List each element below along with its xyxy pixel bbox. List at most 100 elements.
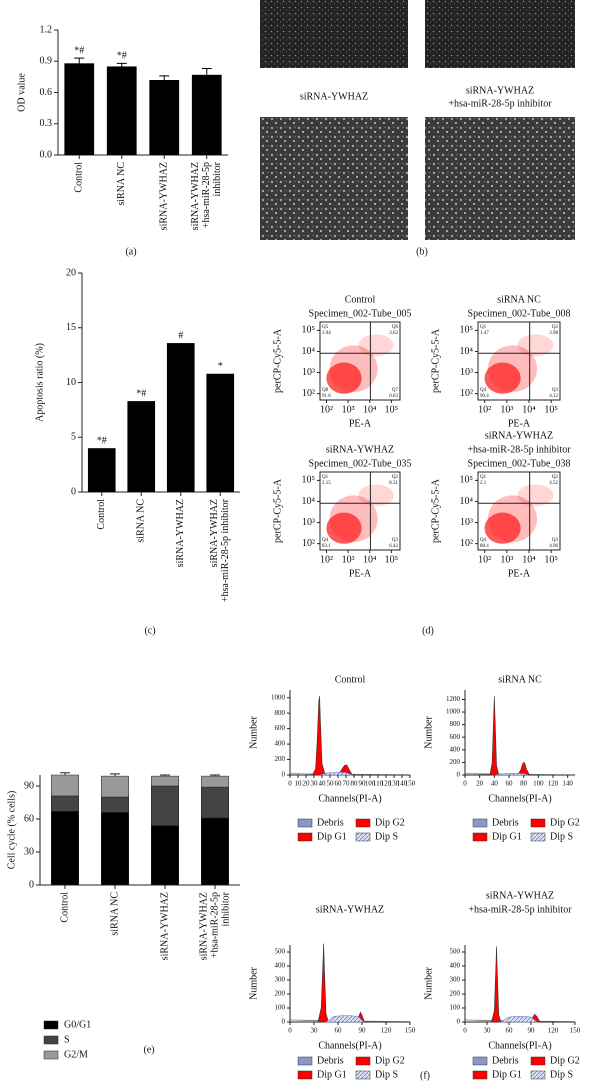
quadrant-name: Q1 <box>480 325 487 330</box>
x-tick-label: +hsa-miR-28-5p inhibitor <box>220 498 231 602</box>
bar-segment <box>101 796 129 813</box>
legend-swatch <box>355 1070 371 1080</box>
quadrant-name: Q4 <box>480 538 487 543</box>
legend-swatch <box>355 818 371 828</box>
micrograph <box>425 117 575 240</box>
bar <box>206 373 235 492</box>
legend-swatch <box>43 1020 59 1030</box>
legend-label: Dip G1 <box>317 1069 347 1080</box>
y-tick-label: 0 <box>282 1018 286 1026</box>
y-tick-label: 10² <box>302 538 315 549</box>
histogram-area <box>495 773 529 776</box>
plot-title: siRNA-YWHAZ <box>316 904 384 915</box>
x-tick-label: 150 <box>405 780 416 788</box>
x-tick-label: 150 <box>405 1027 416 1035</box>
y-tick-label: 0 <box>457 1018 461 1026</box>
quadrant-percent: 2.1 <box>480 481 487 486</box>
legend-label: Debris <box>317 817 344 828</box>
event-cloud <box>326 362 362 394</box>
x-tick-label: siRNA-YWHAZ <box>175 499 186 567</box>
legend-label: Dip G2 <box>550 1055 580 1066</box>
y-tick-label: 0 <box>282 771 286 779</box>
y-axis-title: Number <box>248 966 259 999</box>
x-tick-label: 10³ <box>500 554 513 565</box>
x-tick-label: siRNA NC <box>136 499 147 543</box>
legend-label: Dip G1 <box>317 831 347 842</box>
bar-segment <box>201 817 229 886</box>
event-cloud <box>358 334 394 357</box>
bar-segment <box>151 785 179 826</box>
x-tick-label: 40 <box>491 780 499 788</box>
y-tick-label: 0.3 <box>40 118 53 129</box>
x-tick-label: 60 <box>335 1027 343 1035</box>
y-tick-label: 500 <box>450 948 461 956</box>
x-tick-label: +hsa-miR-28-5p <box>201 162 212 228</box>
x-tick-label: 0 <box>288 1027 292 1035</box>
x-tick-label: 10² <box>478 404 491 415</box>
plot-title: siRNA-YWHAZ <box>326 444 394 455</box>
bar-segment <box>151 775 179 787</box>
quadrant-name: Q1 <box>480 475 487 480</box>
y-tick-label: 100 <box>275 1004 286 1012</box>
y-tick-label: 20 <box>66 267 76 278</box>
histogram-area <box>320 771 353 776</box>
legend-swatch <box>355 1056 371 1066</box>
quadrant-percent: 4.52 <box>549 481 558 486</box>
y-axis-title: Apoptosis ratio (%) <box>34 343 45 422</box>
histogram-area <box>489 696 500 776</box>
x-tick-label: 60 <box>506 780 514 788</box>
bar-segment <box>151 825 179 886</box>
bar <box>191 74 222 155</box>
panel-label: (d) <box>422 625 434 636</box>
quadrant-percent: 4.96 <box>549 544 558 549</box>
x-tick-label: 40 <box>319 780 327 788</box>
histogram-area <box>325 1015 365 1023</box>
legend-label: Dip G1 <box>492 831 522 842</box>
y-tick-label: 400 <box>450 745 461 753</box>
legend-label: Dip S <box>550 831 573 842</box>
x-tick-label: Control <box>59 892 70 923</box>
x-tick-label: 10⁵ <box>385 404 399 415</box>
x-tick-label: siRNA NC <box>109 892 120 936</box>
x-tick-label: 120 <box>381 1027 392 1035</box>
legend-swatch <box>297 832 313 842</box>
quadrant-name: Q4 <box>322 538 329 543</box>
significance-label: *# <box>74 45 84 56</box>
event-cloud <box>329 495 378 543</box>
x-tick-label: siRNA-YWHAZ <box>198 892 209 960</box>
event-cloud <box>326 512 362 544</box>
legend-label: Dip S <box>375 831 398 842</box>
quadrant-name: Q3 <box>552 388 559 393</box>
bar <box>149 80 180 155</box>
x-tick-label: 30 <box>484 1027 492 1035</box>
x-tick-label: 150 <box>570 1027 581 1035</box>
x-tick-label: siRNA NC <box>116 162 127 206</box>
x-tick-label: 10 <box>295 780 303 788</box>
x-tick-label: 0 <box>463 1027 467 1035</box>
image-caption: siRNA-YWHAZ <box>466 85 534 96</box>
plot-title: siRNA-YWHAZ <box>486 890 554 901</box>
x-tick-label: 80 <box>520 780 528 788</box>
micrograph <box>425 0 575 68</box>
quadrant-percent: 83.1 <box>322 544 331 549</box>
x-axis-title: Channels(PI-A) <box>318 793 381 804</box>
legend-swatch <box>530 832 546 842</box>
x-tick-label: 90 <box>359 780 367 788</box>
x-axis-title: PE-A <box>349 418 372 429</box>
legend-swatch <box>355 832 371 842</box>
quadrant-percent: 88.4 <box>480 544 489 549</box>
x-tick-label: 100 <box>365 780 376 788</box>
x-tick-label: 10⁵ <box>544 554 558 565</box>
quadrant-percent: 1.47 <box>480 331 489 336</box>
x-tick-label: siRNA-YWHAZ <box>209 499 220 567</box>
y-tick-label: 15 <box>66 322 76 333</box>
y-tick-label: 10² <box>302 388 315 399</box>
legend-label: Dip G2 <box>375 817 405 828</box>
quadrant-name: Q5 <box>322 325 329 330</box>
y-tick-label: 1200 <box>446 695 461 703</box>
y-tick-label: 200 <box>275 990 286 998</box>
x-tick-label: 110 <box>373 780 384 788</box>
legend-label: G2/M <box>64 1049 88 1060</box>
x-tick-label: 30 <box>311 780 319 788</box>
x-tick-label: 140 <box>562 780 573 788</box>
